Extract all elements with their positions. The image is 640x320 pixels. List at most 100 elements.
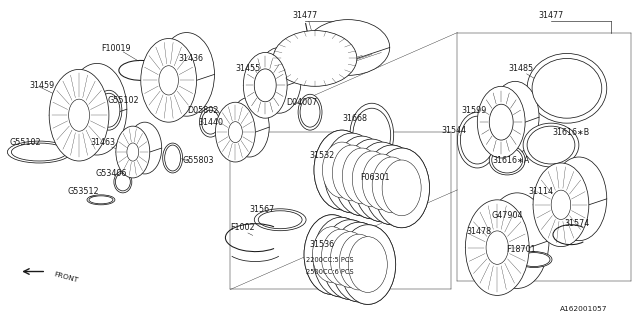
Ellipse shape [551, 190, 571, 220]
Text: F10019: F10019 [101, 44, 131, 53]
Ellipse shape [304, 215, 360, 294]
Ellipse shape [460, 116, 494, 164]
Ellipse shape [324, 133, 380, 213]
Ellipse shape [516, 252, 552, 268]
Text: 31567: 31567 [250, 205, 275, 214]
Ellipse shape [374, 148, 429, 228]
Ellipse shape [229, 97, 269, 157]
Ellipse shape [243, 52, 287, 118]
Ellipse shape [458, 112, 497, 168]
Ellipse shape [259, 211, 302, 229]
Ellipse shape [340, 225, 396, 304]
Ellipse shape [352, 151, 391, 207]
Ellipse shape [492, 81, 539, 153]
Ellipse shape [551, 157, 607, 241]
Ellipse shape [306, 20, 390, 76]
Ellipse shape [216, 102, 255, 162]
Ellipse shape [362, 154, 401, 210]
Ellipse shape [342, 148, 381, 204]
Text: 31440: 31440 [198, 118, 223, 127]
Ellipse shape [331, 222, 387, 302]
Ellipse shape [332, 145, 371, 201]
Text: G53406: G53406 [95, 169, 127, 179]
Ellipse shape [486, 231, 508, 264]
Ellipse shape [313, 217, 369, 297]
Ellipse shape [202, 110, 220, 134]
Ellipse shape [533, 163, 589, 247]
Text: G55803: G55803 [183, 156, 214, 164]
Text: G53512: G53512 [67, 188, 99, 196]
Text: 31436: 31436 [178, 54, 203, 63]
Ellipse shape [331, 222, 387, 302]
Ellipse shape [372, 157, 412, 213]
Ellipse shape [496, 216, 526, 234]
Text: 31574: 31574 [564, 219, 589, 228]
Ellipse shape [115, 173, 131, 191]
Ellipse shape [364, 145, 420, 225]
Text: 31668: 31668 [342, 114, 367, 123]
Text: 31485: 31485 [509, 64, 534, 73]
Ellipse shape [159, 33, 214, 116]
Text: 31616∗A: 31616∗A [493, 156, 530, 164]
Ellipse shape [314, 130, 370, 210]
Ellipse shape [200, 107, 221, 137]
Text: 31532: 31532 [309, 150, 335, 160]
Ellipse shape [374, 148, 429, 228]
Ellipse shape [339, 234, 378, 290]
Ellipse shape [300, 97, 320, 127]
Ellipse shape [228, 122, 243, 143]
Text: 2200CC:5 PCS: 2200CC:5 PCS [306, 257, 354, 263]
Ellipse shape [127, 143, 139, 161]
Ellipse shape [298, 94, 322, 130]
Text: 31463: 31463 [90, 138, 115, 147]
Text: 31536: 31536 [309, 240, 335, 249]
Ellipse shape [384, 181, 396, 199]
Ellipse shape [159, 66, 179, 95]
Ellipse shape [96, 90, 122, 130]
Text: 2500CC:6 PCS: 2500CC:6 PCS [306, 268, 354, 275]
Text: 31599: 31599 [461, 106, 487, 115]
Ellipse shape [477, 86, 525, 158]
Text: G55102: G55102 [107, 96, 139, 105]
Ellipse shape [532, 59, 602, 118]
Ellipse shape [68, 99, 90, 131]
Ellipse shape [485, 193, 549, 288]
Ellipse shape [322, 220, 378, 300]
Ellipse shape [321, 229, 360, 285]
Ellipse shape [385, 182, 395, 197]
Text: F06301: F06301 [360, 173, 390, 182]
Ellipse shape [87, 195, 115, 205]
Text: 31544: 31544 [442, 126, 467, 135]
Ellipse shape [312, 227, 351, 283]
Ellipse shape [67, 63, 127, 155]
Text: A162001057: A162001057 [560, 306, 607, 312]
Ellipse shape [340, 225, 396, 304]
Ellipse shape [523, 123, 579, 167]
Text: D05802: D05802 [187, 106, 218, 115]
Text: D04007: D04007 [287, 98, 317, 107]
Text: G55102: G55102 [10, 138, 41, 147]
Ellipse shape [334, 136, 390, 216]
Ellipse shape [141, 38, 196, 122]
Ellipse shape [164, 145, 180, 171]
Ellipse shape [354, 142, 410, 222]
Ellipse shape [324, 133, 380, 213]
Ellipse shape [344, 139, 399, 219]
Ellipse shape [527, 126, 575, 164]
Text: FRONT: FRONT [53, 271, 79, 284]
Ellipse shape [498, 217, 524, 232]
Ellipse shape [518, 252, 550, 267]
Ellipse shape [98, 93, 120, 127]
Ellipse shape [348, 237, 387, 292]
Text: F18701: F18701 [506, 245, 536, 254]
Ellipse shape [254, 69, 276, 102]
Text: G47904: G47904 [492, 211, 523, 220]
Ellipse shape [350, 103, 394, 167]
Ellipse shape [257, 47, 301, 113]
Ellipse shape [114, 171, 132, 193]
Text: 31455: 31455 [236, 64, 261, 73]
Text: F1002: F1002 [230, 223, 255, 232]
Ellipse shape [116, 126, 150, 178]
Ellipse shape [313, 217, 369, 297]
Ellipse shape [322, 220, 378, 300]
